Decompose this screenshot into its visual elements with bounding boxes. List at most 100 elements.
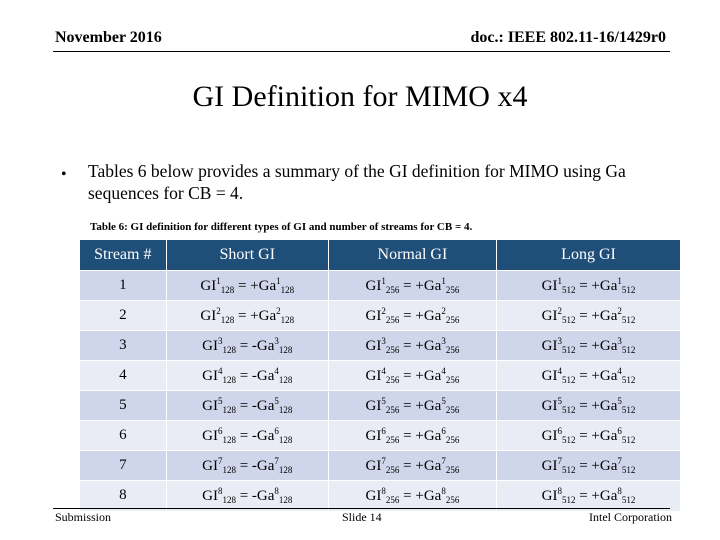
bullet-marker: • — [61, 166, 67, 183]
ga-symbol: Ga — [423, 488, 442, 505]
long-gi-cell: GI4512 = +Ga4512 — [496, 360, 680, 391]
ga-index: 5 — [617, 396, 622, 406]
ga-length: 512 — [621, 345, 636, 355]
gi-index: 7 — [381, 456, 386, 466]
long-gi-cell: GI6512 = +Ga6512 — [496, 420, 680, 451]
ga-length: 512 — [621, 285, 636, 295]
ga-length: 128 — [278, 495, 293, 506]
equals-sign: = — [399, 488, 416, 505]
short-gi-cell: GI2128 = +Ga2128 — [165, 300, 329, 331]
ga-length: 128 — [278, 375, 293, 385]
ga-symbol: Ga — [599, 458, 618, 474]
gi-length: 128 — [220, 285, 235, 295]
gi-symbol: GI — [365, 368, 382, 384]
gi-symbol: GI — [202, 458, 218, 474]
gi-length: 256 — [385, 315, 400, 325]
ga-index: 6 — [617, 426, 622, 436]
normal-gi-cell: GI5256 = +Ga5256 — [327, 390, 497, 421]
ga-symbol: Ga — [258, 308, 277, 324]
normal-gi-cell: GI4256 = +Ga4256 — [327, 360, 497, 391]
ga-symbol: Ga — [423, 428, 442, 444]
gi-symbol: GI — [200, 278, 217, 294]
gi-symbol: GI — [365, 308, 382, 324]
header-divider — [53, 51, 670, 52]
sign: + — [415, 458, 424, 474]
gi-symbol: GI — [541, 278, 558, 294]
ga-length: 256 — [445, 315, 460, 325]
gi-symbol: GI — [541, 428, 558, 444]
ga-index: 3 — [617, 336, 622, 346]
gi-length: 128 — [222, 435, 236, 445]
short-gi-cell: GI1128 = +Ga1128 — [165, 270, 329, 301]
sign: - — [251, 488, 257, 505]
gi-length: 128 — [222, 465, 236, 475]
ga-symbol: Ga — [256, 428, 275, 444]
table-row: 3 GI3128 = -Ga3128 GI3256 = +Ga3256 GI3512 … — [80, 330, 680, 361]
footer-submission: Submission — [55, 510, 112, 524]
equals-sign: = — [575, 308, 592, 324]
equals-sign: = — [235, 428, 252, 444]
ga-index: 8 — [274, 486, 279, 497]
ga-length: 256 — [445, 435, 460, 445]
equals-sign: = — [234, 278, 251, 294]
gi-length: 512 — [561, 435, 576, 445]
ga-index: 1 — [441, 276, 446, 286]
gi-index: 7 — [217, 456, 223, 466]
sign: + — [250, 308, 259, 324]
gi-length: 128 — [222, 405, 236, 415]
gi-index: 5 — [217, 396, 223, 406]
gi-symbol: GI — [541, 488, 558, 505]
stream-cell: 4 — [80, 360, 167, 391]
gi-index: 8 — [381, 486, 386, 497]
equals-sign: = — [575, 338, 592, 354]
ga-symbol: Ga — [256, 338, 275, 354]
sign: + — [591, 338, 600, 354]
gi-length: 128 — [222, 375, 236, 385]
normal-gi-cell: GI2256 = +Ga2256 — [327, 300, 497, 331]
sign: + — [415, 428, 424, 444]
ga-index: 2 — [441, 306, 446, 316]
ga-length: 256 — [445, 405, 460, 415]
sign: + — [415, 338, 424, 354]
gi-length: 512 — [561, 375, 576, 385]
ga-length: 512 — [621, 435, 636, 445]
gi-index: 1 — [557, 276, 562, 286]
bullet-text: Tables 6 below provides a summary of the… — [88, 161, 626, 203]
ga-index: 3 — [441, 336, 446, 346]
gi-length: 128 — [222, 345, 236, 355]
ga-length: 128 — [278, 405, 293, 415]
ga-length: 128 — [278, 435, 293, 445]
short-gi-cell: GI7128 = -Ga7128 — [165, 450, 329, 481]
normal-gi-cell: GI8256 = +Ga8256 — [327, 480, 497, 511]
gi-length: 512 — [561, 405, 576, 415]
equals-sign: = — [575, 368, 592, 384]
sign: - — [251, 428, 257, 444]
ga-symbol: Ga — [599, 308, 618, 324]
gi-index: 7 — [557, 456, 562, 466]
slide-title: GI Definition for MIMO x4 — [192, 80, 528, 113]
table-row: 5 GI5128 = -Ga5128 GI5256 = +Ga5256 GI5512 … — [80, 390, 680, 421]
header-stream: Stream # — [80, 240, 167, 271]
ga-symbol: Ga — [258, 278, 277, 294]
table-caption: Table 6: GI definition for different typ… — [90, 221, 473, 233]
stream-cell: 5 — [80, 390, 167, 421]
normal-gi-cell: GI7256 = +Ga7256 — [327, 450, 497, 481]
gi-symbol: GI — [365, 278, 382, 294]
ga-length: 256 — [445, 345, 460, 355]
long-gi-cell: GI7512 = +Ga7512 — [496, 450, 680, 481]
sign: - — [251, 398, 257, 414]
gi-symbol: GI — [365, 398, 382, 414]
gi-symbol: GI — [200, 308, 217, 324]
ga-symbol: Ga — [423, 368, 442, 384]
equals-sign: = — [399, 278, 416, 294]
short-gi-cell: GI6128 = -Ga6128 — [165, 420, 329, 451]
gi-symbol: GI — [365, 428, 382, 444]
sign: + — [591, 368, 600, 384]
table-header-row: Stream # Short GI Normal GI Long GI — [80, 240, 680, 271]
sign: + — [591, 308, 600, 324]
ga-index: 5 — [441, 396, 446, 406]
header-normal-gi: Normal GI — [327, 240, 497, 271]
table-row: 7 GI7128 = -Ga7128 GI7256 = +Ga7256 GI7512 … — [80, 450, 680, 481]
sign: - — [251, 458, 257, 474]
ga-index: 6 — [274, 426, 279, 436]
